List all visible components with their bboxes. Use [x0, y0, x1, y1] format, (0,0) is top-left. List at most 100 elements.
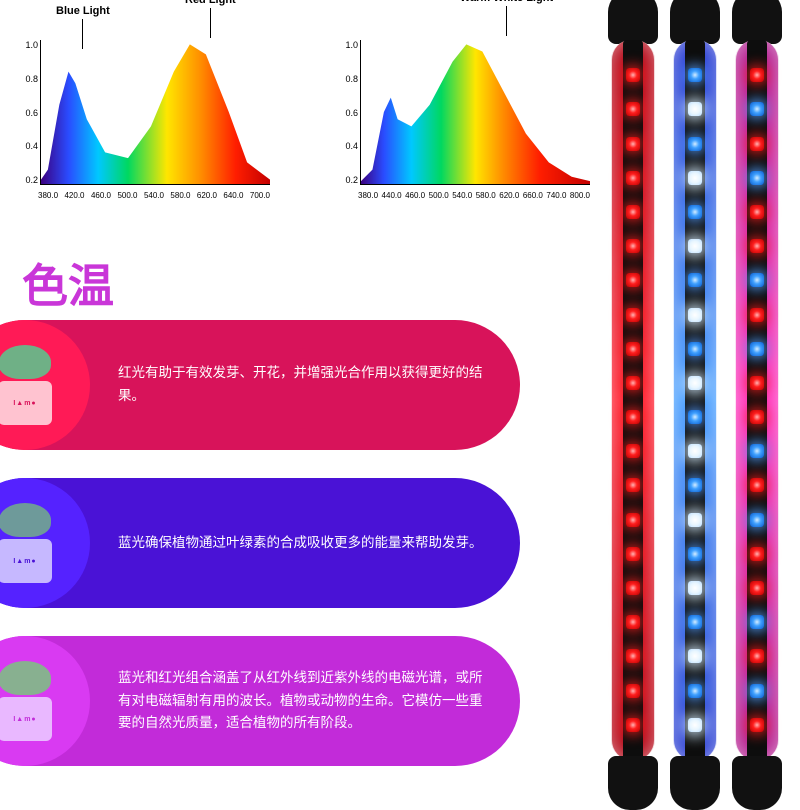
led-blue	[688, 478, 702, 492]
led-red	[626, 68, 640, 82]
led-red	[750, 478, 764, 492]
led-red	[750, 308, 764, 322]
led-tube-1	[670, 0, 720, 810]
led-blue	[750, 684, 764, 698]
feature-icon-circle: I▲m●	[0, 636, 90, 766]
led-strip	[685, 40, 705, 760]
led-red	[626, 102, 640, 116]
led-tubes	[608, 0, 782, 810]
spectrum-charts: Blue Light Red Light 1.00.80.60.40.2 380…	[10, 0, 590, 230]
tube-cap-icon	[608, 756, 658, 810]
leaves-icon	[0, 345, 51, 379]
leaves-icon	[0, 661, 51, 695]
led-blue	[688, 342, 702, 356]
chart-label-warmwhite: Warm White Light	[460, 0, 553, 36]
led-red	[626, 547, 640, 561]
feature-icon-circle: I▲m●	[0, 320, 90, 450]
feature-text: 蓝光确保植物通过叶绿素的合成吸收更多的能量来帮助发芽。	[118, 532, 483, 555]
led-red	[626, 376, 640, 390]
chart-right-xaxis: 380.0440.0460.0500.0540.0580.0620.0660.0…	[358, 191, 590, 200]
led-blue	[750, 171, 764, 185]
plant-icon: I▲m●	[0, 345, 55, 425]
led-white	[688, 102, 702, 116]
led-red	[626, 171, 640, 185]
led-blue	[750, 513, 764, 527]
plant-icon: I▲m●	[0, 503, 55, 583]
led-blue	[750, 273, 764, 287]
tube-cap-icon	[732, 0, 782, 44]
led-tube-0	[608, 0, 658, 810]
led-red	[626, 718, 640, 732]
led-white	[688, 581, 702, 595]
led-white	[688, 718, 702, 732]
led-red	[750, 581, 764, 595]
led-red	[750, 718, 764, 732]
chart-warm-white: Warm White Light 1.00.80.60.40.2 380.044…	[330, 0, 590, 230]
chart-label-red: Red Light	[185, 0, 236, 38]
led-blue	[688, 68, 702, 82]
feature-row-1: I▲m● 蓝光确保植物通过叶绿素的合成吸收更多的能量来帮助发芽。	[0, 478, 520, 608]
tube-cap-icon	[732, 756, 782, 810]
chart-right-plot	[360, 40, 590, 185]
led-blue	[750, 342, 764, 356]
plant-icon: I▲m●	[0, 661, 55, 741]
led-red	[626, 684, 640, 698]
led-red	[626, 137, 640, 151]
led-blue	[750, 444, 764, 458]
feature-icon-circle: I▲m●	[0, 478, 90, 608]
led-blue	[688, 273, 702, 287]
led-red	[626, 308, 640, 322]
chart-blue-red: Blue Light Red Light 1.00.80.60.40.2 380…	[10, 0, 270, 230]
feature-row-2: I▲m● 蓝光和红光组合涵盖了从红外线到近紫外线的电磁光谱，或所有对电磁辐射有用…	[0, 636, 520, 766]
led-red	[750, 137, 764, 151]
led-white	[688, 171, 702, 185]
pot-icon: I▲m●	[0, 381, 52, 425]
led-white	[688, 308, 702, 322]
led-red	[750, 205, 764, 219]
led-red	[750, 68, 764, 82]
led-blue	[688, 615, 702, 629]
led-red	[750, 239, 764, 253]
pot-icon: I▲m●	[0, 539, 52, 583]
led-white	[688, 444, 702, 458]
led-white	[688, 239, 702, 253]
led-strip	[747, 40, 767, 760]
led-red	[750, 547, 764, 561]
pot-icon: I▲m●	[0, 697, 52, 741]
led-tube-2	[732, 0, 782, 810]
chart-left-plot	[40, 40, 270, 185]
leaves-icon	[0, 503, 51, 537]
led-strip	[623, 40, 643, 760]
feature-text: 红光有助于有效发芽、开花，并增强光合作用以获得更好的结果。	[118, 362, 490, 408]
led-red	[750, 410, 764, 424]
led-blue	[688, 137, 702, 151]
feature-row-0: I▲m● 红光有助于有效发芽、开花，并增强光合作用以获得更好的结果。	[0, 320, 520, 450]
chart-right-yaxis: 1.00.80.60.40.2	[330, 40, 358, 185]
led-red	[626, 615, 640, 629]
led-red	[626, 581, 640, 595]
tube-cap-icon	[670, 756, 720, 810]
section-title: 色温	[22, 250, 114, 316]
chart-left-xaxis: 380.0420.0460.0500.0540.0580.0620.0640.0…	[38, 191, 270, 200]
led-red	[626, 205, 640, 219]
tube-cap-icon	[670, 0, 720, 44]
led-white	[688, 376, 702, 390]
led-red	[626, 478, 640, 492]
led-blue	[750, 102, 764, 116]
led-red	[750, 649, 764, 663]
led-white	[688, 513, 702, 527]
led-red	[626, 649, 640, 663]
tube-cap-icon	[608, 0, 658, 44]
led-white	[688, 649, 702, 663]
led-red	[626, 239, 640, 253]
led-blue	[688, 547, 702, 561]
feature-rows: I▲m● 红光有助于有效发芽、开花，并增强光合作用以获得更好的结果。 I▲m● …	[0, 320, 520, 794]
feature-text: 蓝光和红光组合涵盖了从红外线到近紫外线的电磁光谱，或所有对电磁辐射有用的波长。植…	[118, 667, 490, 736]
led-blue	[688, 410, 702, 424]
led-blue	[688, 205, 702, 219]
led-blue	[688, 684, 702, 698]
led-red	[626, 273, 640, 287]
led-red	[626, 444, 640, 458]
led-red	[626, 410, 640, 424]
chart-left-yaxis: 1.00.80.60.40.2	[10, 40, 38, 185]
